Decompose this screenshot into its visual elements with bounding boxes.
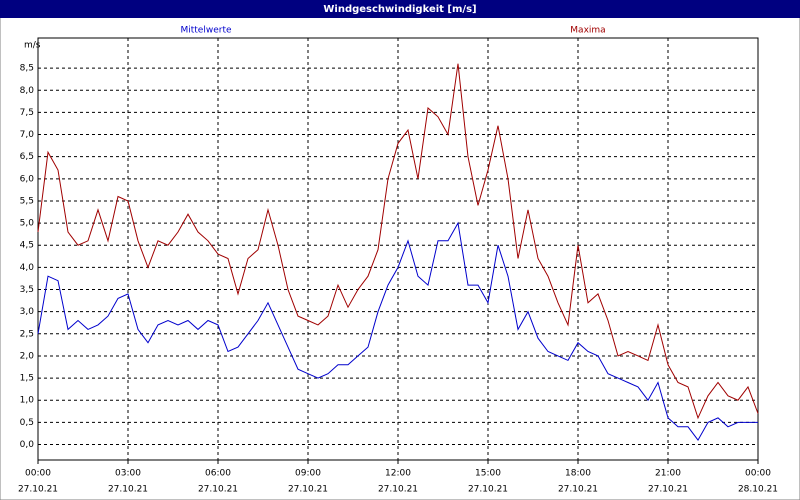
x-tick-label: 03:00 (115, 469, 141, 479)
y-tick-label: 1,0 (20, 396, 35, 406)
y-tick-label: 3,5 (20, 285, 34, 295)
y-tick-label: 8,5 (20, 64, 34, 74)
x-tick-date: 27.10.21 (288, 485, 328, 495)
x-tick-label: 06:00 (205, 469, 231, 479)
x-tick-date: 27.10.21 (558, 485, 598, 495)
legend-entry: Maxima (570, 26, 605, 36)
y-tick-label: 4,0 (20, 263, 35, 273)
y-tick-label: 3,0 (20, 307, 35, 317)
x-tick-date: 27.10.21 (648, 485, 688, 495)
y-tick-label: 7,0 (20, 130, 35, 140)
y-tick-label: 5,0 (20, 219, 35, 229)
x-tick-date: 28.10.21 (738, 485, 778, 495)
x-tick-label: 21:00 (655, 469, 681, 479)
x-tick-date: 27.10.21 (378, 485, 418, 495)
y-axis-label: m/s (24, 41, 41, 51)
x-tick-date: 27.10.21 (18, 485, 58, 495)
legend-entry: Mittelwerte (180, 26, 231, 36)
data-line (37, 221, 758, 442)
y-tick-label: 1,5 (20, 374, 34, 384)
x-tick-label: 15:00 (475, 469, 501, 479)
x-tick-label: 12:00 (385, 469, 411, 479)
y-tick-label: 0,0 (20, 440, 35, 450)
x-tick-label: 09:00 (295, 469, 321, 479)
y-tick-label: 8,0 (20, 86, 35, 96)
y-tick-label: 2,5 (20, 329, 34, 339)
data-line (37, 63, 759, 420)
y-tick-label: 6,5 (20, 152, 34, 162)
x-tick-date: 27.10.21 (198, 485, 238, 495)
x-tick-label: 18:00 (565, 469, 591, 479)
x-tick-label: 00:00 (25, 469, 51, 479)
y-tick-label: 6,0 (20, 174, 35, 184)
y-tick-label: 7,5 (20, 108, 34, 118)
y-tick-label: 4,5 (20, 241, 34, 251)
x-tick-label: 00:00 (745, 469, 771, 479)
y-tick-label: 2,0 (20, 351, 35, 361)
chart-title: Windgeschwindigkeit [m/s] (323, 4, 476, 15)
title-bar (0, 0, 800, 18)
y-tick-label: 0,5 (20, 418, 34, 428)
x-tick-date: 27.10.21 (108, 485, 148, 495)
x-tick-date: 27.10.21 (468, 485, 508, 495)
y-tick-label: 5,5 (20, 196, 34, 206)
